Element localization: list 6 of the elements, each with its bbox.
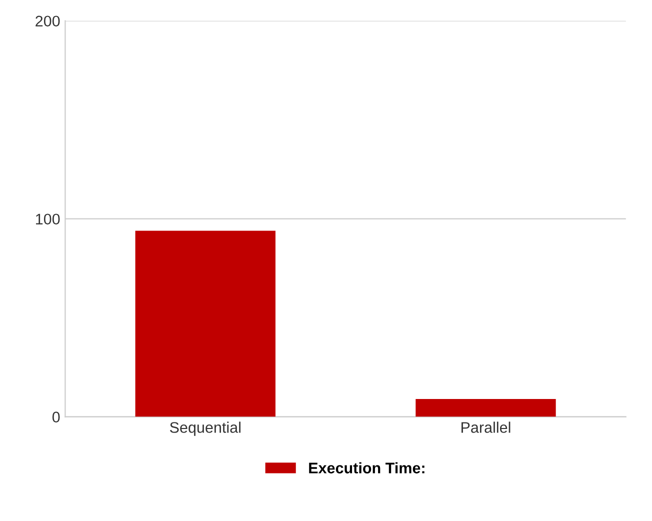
- x-tick-label: Parallel: [462, 422, 510, 433]
- y-tick-label: 0: [52, 412, 60, 422]
- x-tick-label: Sequential: [170, 422, 240, 436]
- legend-label: Execution Time:: [309, 462, 424, 474]
- y-tick-label: 100: [36, 214, 60, 225]
- y-tick-label: 200: [36, 16, 60, 27]
